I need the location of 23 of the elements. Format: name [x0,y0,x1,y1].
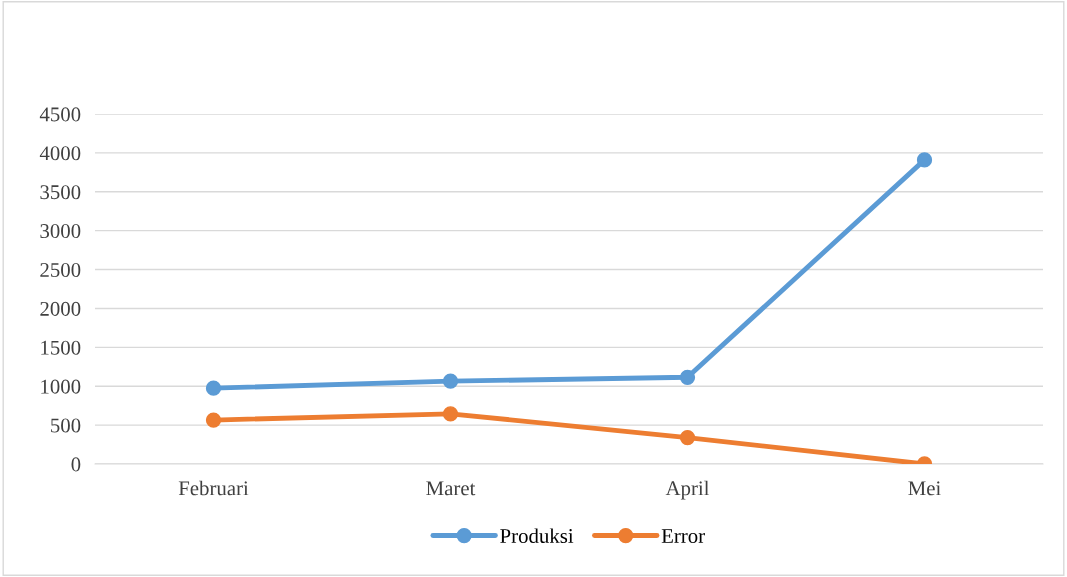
x-tick-label: April [665,480,710,500]
y-tick-label: 1500 [41,340,81,355]
y-tick-label: 0 [71,457,81,472]
point [205,380,222,396]
point [679,369,696,385]
legend-label: Error [661,529,705,544]
y-tick-label: 2000 [40,301,81,316]
y-tick-label: 4000 [39,146,81,161]
y-tick-label: 3500 [40,185,81,200]
legend-label: Produksi [500,528,574,544]
y-tick-label: 4500 [39,107,81,122]
point [442,406,459,422]
point [679,429,696,446]
x-tick-label: Februari [178,480,249,496]
x-tick-label: Maret [426,481,476,496]
point [205,412,222,428]
y-tick-label: 1000 [41,379,81,394]
x-tick-label: Mei [908,481,941,496]
y-tick-label: 500 [51,418,81,433]
point [916,152,933,168]
point [442,373,459,389]
y-tick-label: 2500 [40,262,81,277]
y-tick-label: 3000 [40,224,81,239]
